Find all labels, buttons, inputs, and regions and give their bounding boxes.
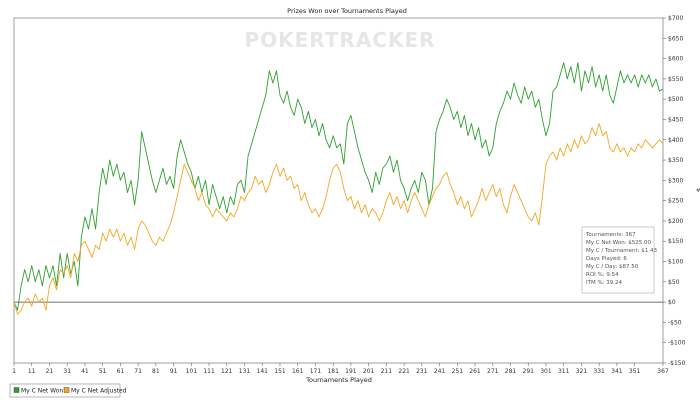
x-tick-label: 291 xyxy=(523,368,535,375)
x-tick-label: 51 xyxy=(99,368,107,375)
x-tick-label: 221 xyxy=(398,368,410,375)
stats-tournaments: Tournaments: 367 xyxy=(585,232,636,238)
x-tick-label: 141 xyxy=(257,368,269,375)
y-tick-label: $350 xyxy=(668,157,683,164)
y-tick-label: $450 xyxy=(668,116,683,123)
chart-title: Prizes Won over Tournaments Played xyxy=(287,7,407,15)
x-axis-title: Tournaments Played xyxy=(305,376,372,384)
x-tick-label: 311 xyxy=(558,368,570,375)
x-tick-label: 91 xyxy=(170,368,178,375)
x-tick-label: 201 xyxy=(363,368,375,375)
legend-swatch-net-won xyxy=(13,387,20,393)
y-tick-label: -$100 xyxy=(668,340,686,347)
x-tick-label: 271 xyxy=(487,368,499,375)
series-line-net-adjusted xyxy=(13,123,664,315)
x-tick-label: 121 xyxy=(221,368,233,375)
y-tick-label: $550 xyxy=(668,76,683,83)
legend-swatch-net-adjusted xyxy=(63,387,70,393)
x-tick-label: 1 xyxy=(12,368,16,375)
x-tick-label: 181 xyxy=(327,368,339,375)
stats-box: Tournaments: 367 My C Net Won: $525.00 M… xyxy=(581,226,657,294)
x-tick-label: 191 xyxy=(345,368,357,375)
y-axis: $700 $650 $600 $550 $500 $450 $400 $350 $300 $250… xyxy=(663,15,686,367)
x-tick-label: 281 xyxy=(505,368,517,375)
x-axis: 1 11 21 31 41 51 61 71 81 91 101 111 121 131 141 151 161… xyxy=(12,363,669,375)
x-tick-label: 367 xyxy=(657,368,669,375)
y-tick-label: $650 xyxy=(668,35,683,42)
x-tick-label: 171 xyxy=(310,368,322,375)
legend-label-net-adjusted: My C Net Adjusted xyxy=(71,388,127,395)
x-tick-label: 261 xyxy=(469,368,481,375)
x-tick-label: 251 xyxy=(452,368,464,375)
x-tick-label: 301 xyxy=(540,368,552,375)
x-tick-label: 111 xyxy=(203,368,215,375)
series-line-net-won xyxy=(13,62,664,311)
x-tick-label: 151 xyxy=(274,368,286,375)
stats-per-tournament: My C / Tournament: $1.43 xyxy=(586,248,657,254)
y-tick-label: -$50 xyxy=(668,319,682,326)
stats-itm: ITM %: 39.24 xyxy=(586,280,623,286)
y-tick-label: $150 xyxy=(668,238,683,245)
y-tick-label: $0 xyxy=(668,299,676,306)
x-tick-label: 231 xyxy=(416,368,428,375)
x-tick-label: 351 xyxy=(629,368,641,375)
y-axis-title: $ xyxy=(695,188,700,192)
x-tick-label: 211 xyxy=(381,368,393,375)
stats-box-frame xyxy=(581,226,655,294)
x-tick-label: 11 xyxy=(28,368,36,375)
stats-per-day: My C / Day: $87.50 xyxy=(586,264,639,270)
series-layer xyxy=(13,62,664,315)
y-tick-label: $200 xyxy=(668,218,683,225)
y-tick-label: $600 xyxy=(668,56,683,63)
x-tick-label: 71 xyxy=(134,368,142,375)
x-tick-label: 21 xyxy=(46,368,54,375)
y-tick-label: $400 xyxy=(668,137,683,144)
x-tick-label: 61 xyxy=(117,368,125,375)
y-tick-label: $50 xyxy=(668,279,680,286)
y-tick-label: $700 xyxy=(668,15,683,22)
x-tick-label: 321 xyxy=(576,368,588,375)
x-tick-label: 101 xyxy=(186,368,198,375)
legend-label-net-won: My C Net Won xyxy=(21,388,63,395)
legend: My C Net Won My C Net Adjusted xyxy=(9,383,127,398)
y-tick-label: -$150 xyxy=(668,360,686,367)
x-tick-label: 31 xyxy=(63,368,71,375)
x-tick-label: 331 xyxy=(593,368,605,375)
y-tick-label: $300 xyxy=(668,177,683,184)
watermark-logo: POKERTRACKER xyxy=(244,28,435,52)
y-tick-label: $250 xyxy=(668,198,683,205)
x-tick-label: 41 xyxy=(81,368,89,375)
x-tick-label: 131 xyxy=(239,368,251,375)
y-tick-label: $500 xyxy=(668,96,683,103)
x-tick-label: 241 xyxy=(434,368,446,375)
plot-area xyxy=(13,17,664,364)
x-tick-label: 161 xyxy=(292,368,304,375)
stats-days-played: Days Played: 6 xyxy=(586,256,627,262)
stats-net-won: My C Net Won: $525.00 xyxy=(586,240,652,246)
stats-roi: ROI %: 9.54 xyxy=(586,272,619,278)
y-tick-label: $100 xyxy=(668,259,683,266)
x-tick-label: 81 xyxy=(152,368,160,375)
x-tick-label: 341 xyxy=(611,368,623,375)
